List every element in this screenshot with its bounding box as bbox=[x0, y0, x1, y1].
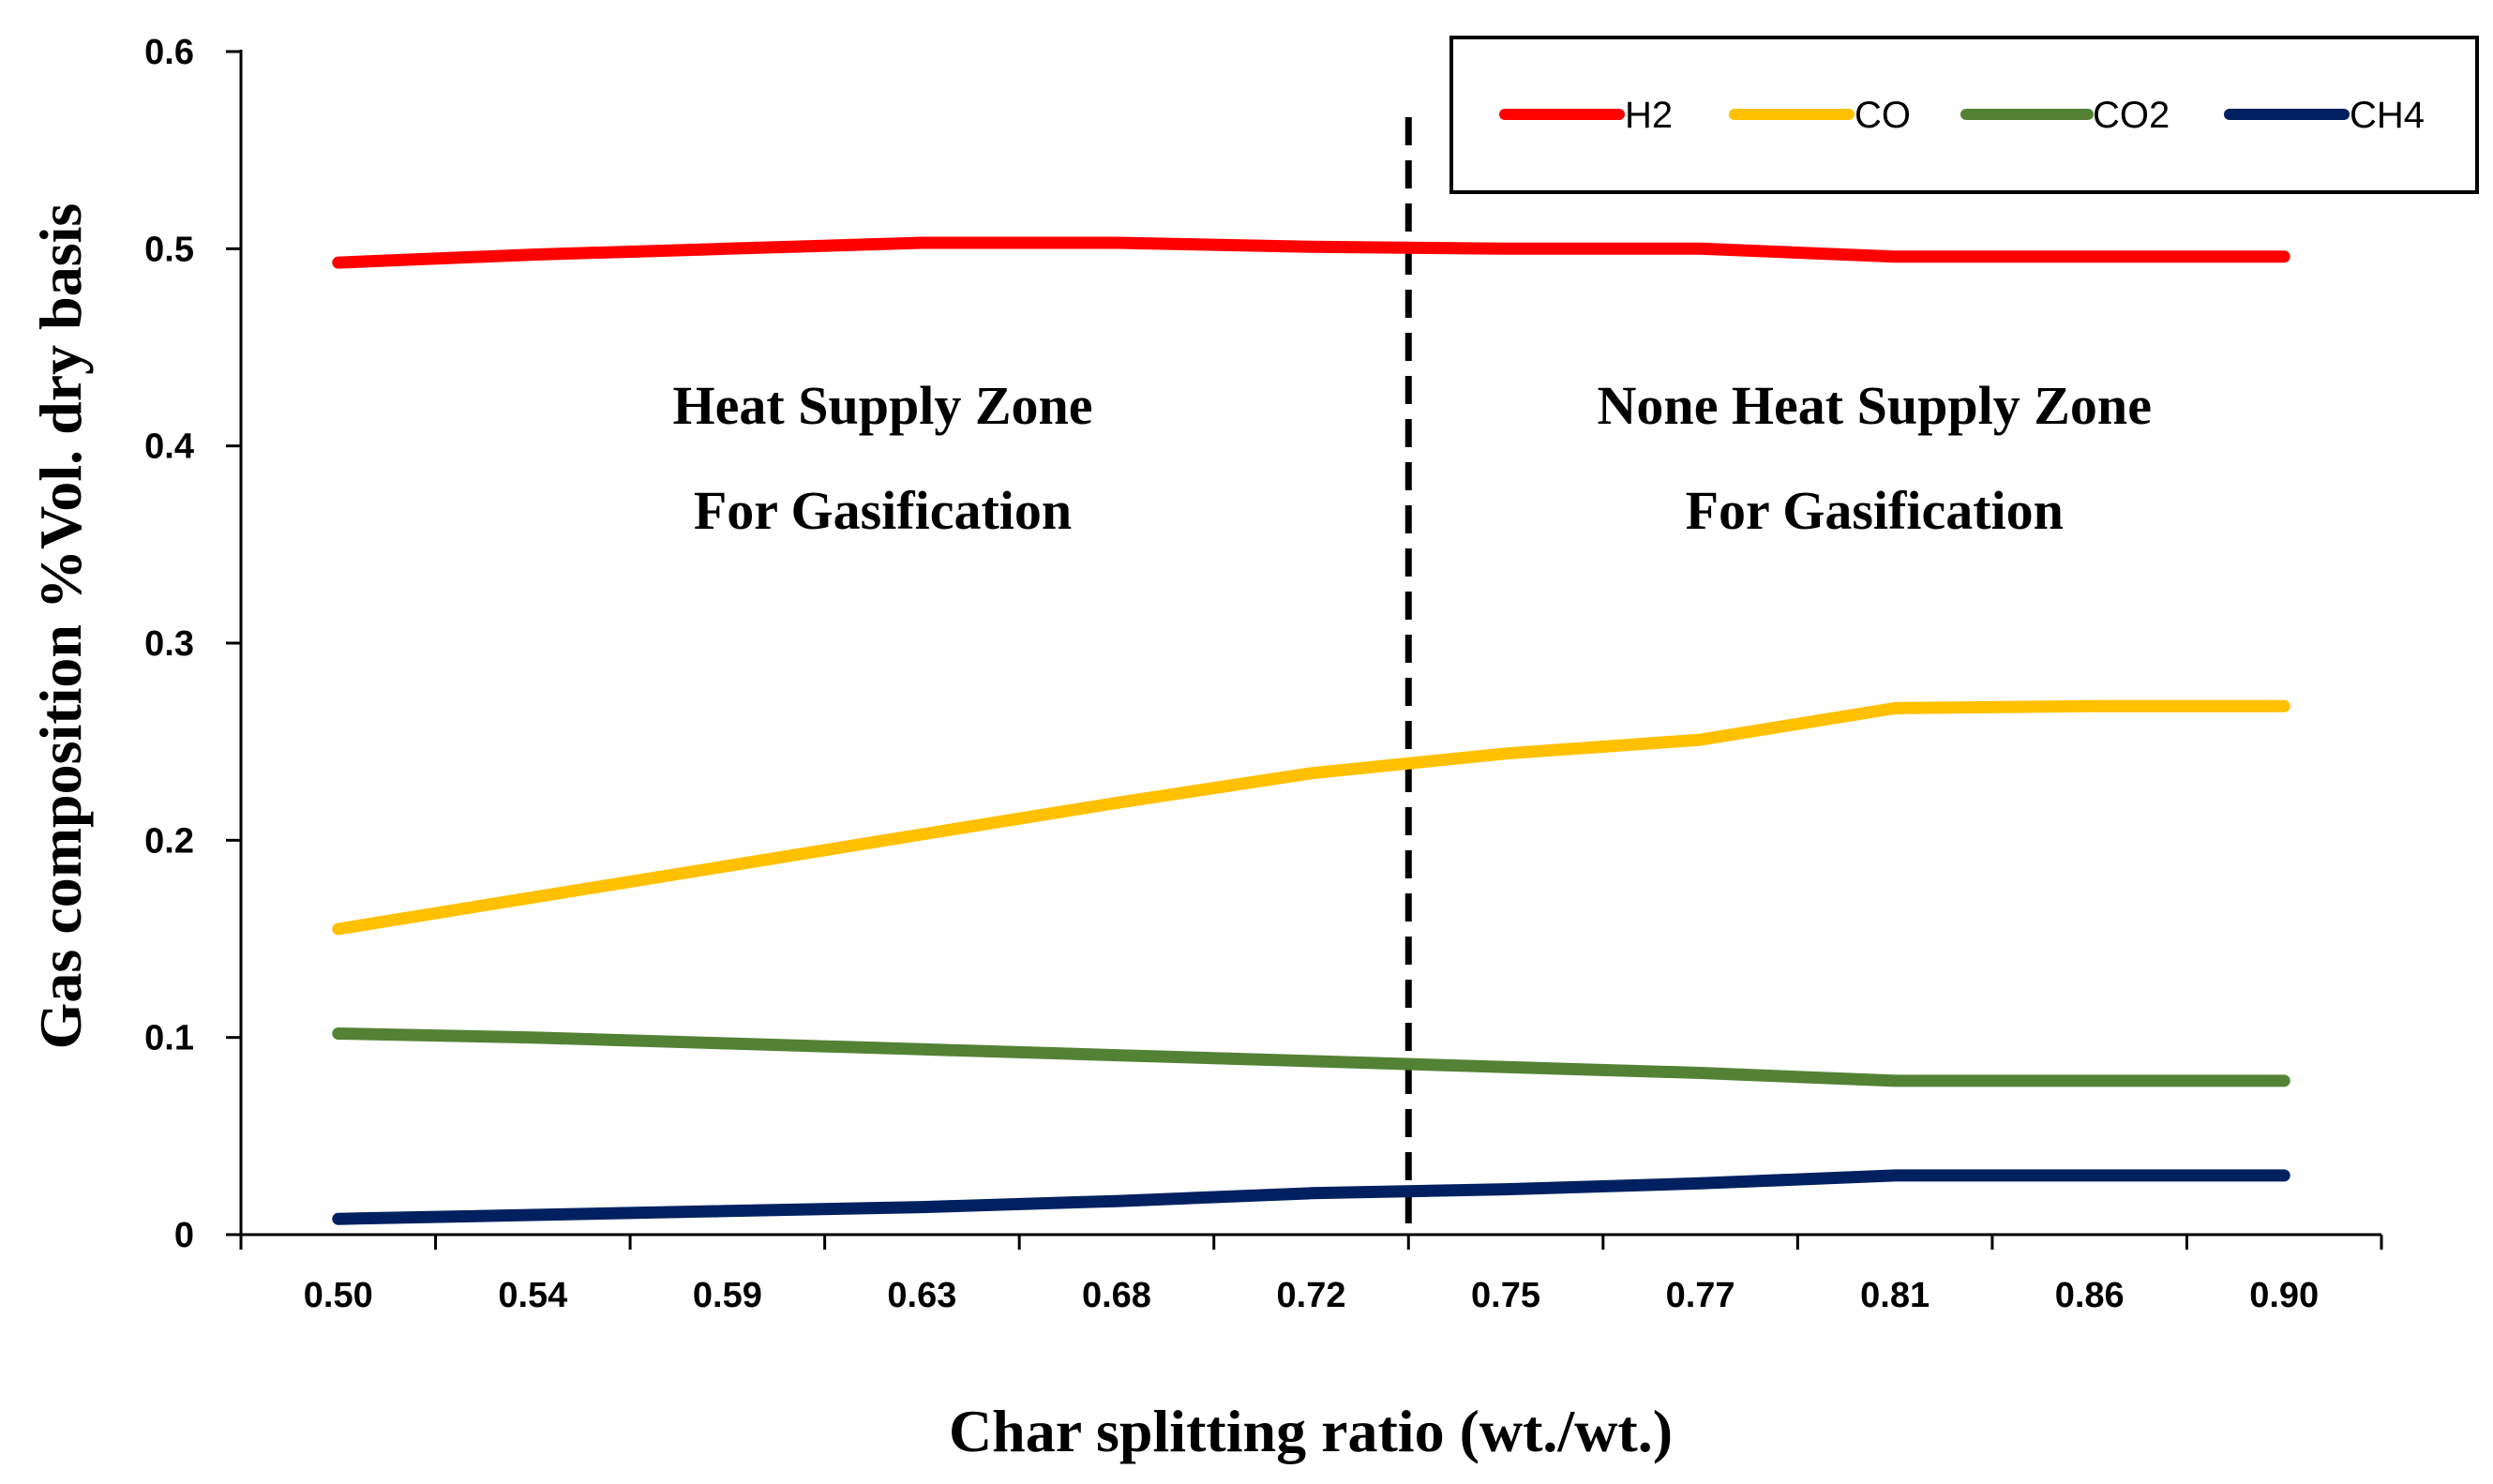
legend-label-ch4: CH4 bbox=[2350, 95, 2425, 136]
y-tick-label: 0.5 bbox=[144, 230, 194, 269]
x-tick-label: 0.90 bbox=[2249, 1276, 2319, 1315]
left-zone-subtitle: For Gasification bbox=[694, 480, 1072, 541]
y-tick-label: 0.6 bbox=[144, 33, 194, 72]
series-line-co2 bbox=[332, 1027, 2290, 1087]
series-line-ch4 bbox=[332, 1169, 2290, 1225]
x-tick-label: 0.59 bbox=[693, 1276, 762, 1315]
x-tick-label: 0.77 bbox=[1666, 1276, 1735, 1315]
x-tick-label: 0.63 bbox=[887, 1276, 956, 1315]
x-tick-label: 0.54 bbox=[498, 1276, 567, 1315]
y-tick-label: 0 bbox=[174, 1216, 194, 1255]
series-layer bbox=[332, 236, 2290, 1225]
y-tick-label: 0.2 bbox=[144, 821, 194, 861]
right-zone-title: None Heat Supply Zone bbox=[1598, 375, 2152, 436]
x-tick-label: 0.86 bbox=[2055, 1276, 2125, 1315]
legend-label-co2: CO2 bbox=[2093, 95, 2170, 136]
y-tick-label: 0.3 bbox=[144, 624, 194, 664]
series-line-h2 bbox=[332, 236, 2290, 269]
left-zone-title: Heat Supply Zone bbox=[673, 375, 1093, 436]
x-tick-label: 0.50 bbox=[304, 1276, 373, 1315]
x-tick-label: 0.75 bbox=[1471, 1276, 1540, 1315]
y-tick-label: 0.1 bbox=[144, 1019, 194, 1058]
text-layer: 0 0.1 0.2 0.3 0.4 0.5 0.6 0.50 0.54 0.59 0.63 0.68 0… bbox=[27, 33, 2319, 1464]
axes-layer bbox=[226, 50, 2383, 1250]
legend-label-co: CO bbox=[1855, 95, 1911, 136]
right-zone-subtitle: For Gasification bbox=[1686, 480, 2064, 541]
x-tick-label: 0.68 bbox=[1082, 1276, 1151, 1315]
series-line-co bbox=[332, 699, 2290, 936]
y-axis-title: Gas composition %Vol. dry basis bbox=[27, 203, 94, 1050]
legend-label-h2: H2 bbox=[1625, 95, 1673, 136]
x-axis-title: Char splitting ratio (wt./wt.) bbox=[949, 1398, 1673, 1464]
legend-layer: H2 CO CO2 CH4 bbox=[1449, 36, 2479, 194]
x-tick-label: 0.72 bbox=[1277, 1276, 1346, 1315]
x-tick-label: 0.81 bbox=[1860, 1276, 1930, 1315]
y-tick-label: 0.4 bbox=[144, 427, 194, 467]
